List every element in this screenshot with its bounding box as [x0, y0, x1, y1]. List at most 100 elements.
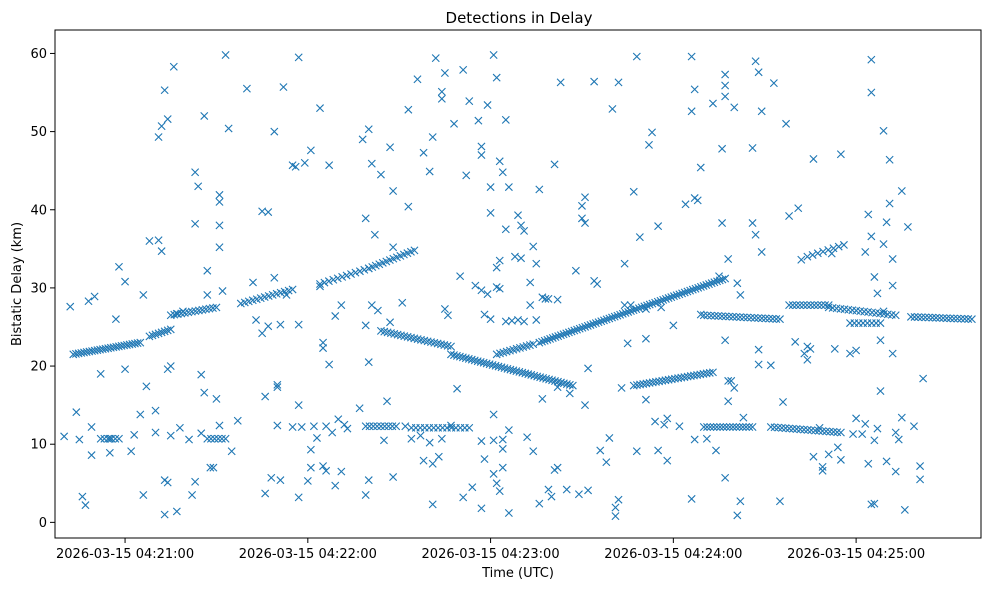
detection-point: [489, 469, 498, 478]
track-point: [573, 325, 582, 334]
detection-point: [715, 272, 724, 281]
detection-point: [297, 423, 306, 432]
track-point: [658, 376, 667, 385]
track-point: [788, 424, 797, 433]
track-point: [632, 305, 641, 314]
detection-point: [669, 321, 678, 330]
detection-point: [264, 208, 273, 217]
detection-point: [565, 389, 574, 398]
track-point: [935, 313, 944, 322]
detection-point: [340, 420, 349, 429]
track-point: [703, 311, 712, 320]
track-point: [452, 351, 461, 360]
detection-point: [121, 365, 130, 374]
detection-point: [151, 406, 160, 415]
detection-point: [690, 85, 699, 94]
detection-point: [903, 222, 912, 231]
detection-point: [105, 448, 114, 457]
track-point: [691, 284, 700, 293]
y-tick-label: 20: [30, 360, 47, 375]
detection-point: [809, 154, 818, 163]
detection-point: [90, 292, 99, 301]
track-point: [754, 314, 763, 323]
detection-point: [486, 183, 495, 192]
track-point: [806, 301, 815, 310]
detection-point: [605, 433, 614, 442]
detection-point: [306, 146, 315, 155]
track-point: [960, 314, 969, 323]
detection-point: [632, 447, 641, 456]
track-point: [599, 316, 608, 325]
detection-point: [593, 280, 602, 288]
detection-point: [145, 237, 154, 246]
track-point: [696, 370, 705, 379]
detection-point: [453, 384, 462, 393]
detection-point: [532, 259, 541, 268]
track-point: [732, 423, 741, 432]
detection-point: [894, 435, 903, 444]
track-point: [621, 308, 630, 317]
detection-point: [215, 190, 224, 199]
track-point: [729, 423, 738, 432]
x-tick-label: 2026-03-15 04:25:00: [787, 547, 925, 562]
detection-point: [370, 230, 379, 239]
detection-point: [882, 457, 891, 466]
track-point: [781, 424, 790, 433]
track-point: [488, 361, 497, 370]
track-point: [670, 374, 679, 383]
detection-point: [581, 401, 590, 410]
track-point: [928, 313, 937, 322]
detection-point: [693, 196, 702, 205]
detection-point: [325, 360, 334, 369]
track-point: [634, 304, 643, 313]
detection-point: [361, 214, 370, 223]
detection-point: [139, 491, 148, 500]
detection-point: [331, 312, 340, 321]
detection-point: [154, 133, 163, 142]
detection-point: [437, 434, 446, 443]
track-point: [932, 313, 941, 322]
detection-point: [529, 447, 538, 456]
track-point: [360, 265, 369, 274]
track-point: [503, 364, 512, 373]
detection-point: [242, 84, 251, 93]
detection-point: [367, 159, 376, 168]
detection-point: [629, 187, 638, 196]
detection-point: [337, 301, 346, 310]
track-point: [677, 373, 686, 382]
track-point: [774, 423, 783, 432]
detection-point: [200, 111, 209, 120]
detection-point: [779, 398, 787, 407]
detection-point: [900, 505, 909, 514]
track-point: [446, 342, 455, 351]
track-point: [680, 288, 689, 297]
detection-point: [541, 294, 550, 303]
detection-point: [794, 204, 803, 213]
detection-point: [754, 360, 763, 369]
detection-point: [648, 128, 657, 137]
track-point: [746, 313, 755, 322]
detection-point: [288, 423, 297, 432]
detection-point: [477, 286, 486, 295]
detection-point: [641, 395, 650, 404]
track-point: [661, 376, 670, 385]
track-point: [639, 380, 648, 388]
track-point: [556, 378, 565, 387]
detection-point: [437, 94, 446, 103]
detection-point: [501, 225, 510, 234]
detection-point: [492, 263, 501, 272]
detection-point: [483, 290, 492, 299]
track-point: [807, 426, 816, 435]
track-point: [705, 368, 714, 377]
track-point: [772, 314, 781, 323]
detection-point: [379, 436, 388, 445]
detection-point: [389, 473, 398, 482]
detection-point: [571, 266, 580, 275]
track-point: [796, 425, 805, 434]
detection-point: [611, 512, 620, 521]
track-point: [921, 313, 930, 322]
track-point: [686, 372, 695, 381]
y-tick-label: 40: [30, 203, 47, 218]
track-point: [686, 286, 695, 295]
y-tick-label: 60: [30, 47, 47, 62]
